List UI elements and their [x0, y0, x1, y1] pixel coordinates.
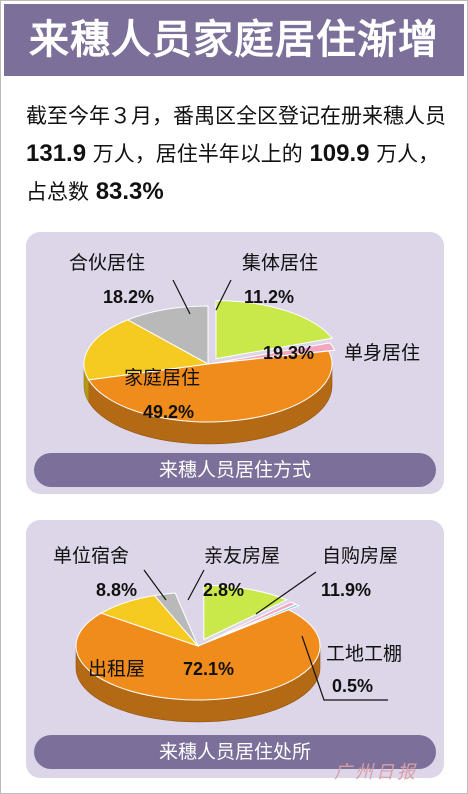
label-dorm: 单位宿舍: [53, 545, 129, 567]
value-own-house: 11.9%: [321, 580, 371, 600]
value-single-living: 19.3%: [263, 343, 314, 363]
label-worksite: 工地工棚: [326, 643, 402, 665]
chart-panel-residence: 单位宿舍 8.8% 亲友房屋 2.8% 自购房屋 11.9% 出租屋 72.1% 工地工棚 0.5…: [26, 520, 444, 778]
intro-text-1: 截至今年３月，番禺区全区登记在册来穗人员: [26, 104, 446, 128]
intro-percent-value: 83.3%: [96, 178, 164, 205]
value-dorm: 8.8%: [96, 580, 137, 600]
page-title: 来穗人员家庭居住渐增: [4, 4, 464, 76]
value-rental: 72.1%: [183, 659, 234, 679]
label-own-house: 自购房屋: [322, 545, 398, 567]
value-relative-house: 2.8%: [203, 580, 244, 600]
intro-halfyear-value: 109.9: [309, 140, 369, 167]
label-collective-living: 集体居住: [242, 252, 318, 274]
leader-relative-house: [188, 570, 204, 600]
value-family-living: 49.2%: [143, 402, 194, 422]
label-relative-house: 亲友房屋: [204, 545, 280, 567]
value-partner-living: 18.2%: [103, 287, 154, 307]
label-single-living: 单身居住: [344, 342, 420, 364]
intro-paragraph: 截至今年３月，番禺区全区登记在册来穗人员 131.9 万人，居住半年以上的 10…: [26, 98, 446, 211]
value-collective-living: 11.2%: [244, 287, 294, 307]
pie-chart-residence: 单位宿舍 8.8% 亲友房屋 2.8% 自购房屋 11.9% 出租屋 72.1% 工地工棚 0.5…: [26, 520, 444, 736]
chart-title-living-mode: 来穗人员居住方式: [34, 453, 436, 487]
intro-text-2: 万人，居住半年以上的: [93, 142, 303, 166]
chart-panel-living-mode: 合伙居住 18.2% 集体居住 11.2% 19.3% 单身居住家庭居住 49.2% 来穗人…: [26, 232, 444, 494]
intro-total-value: 131.9: [26, 140, 86, 167]
label-partner-living: 合伙居住: [69, 252, 145, 274]
value-worksite: 0.5%: [332, 676, 373, 696]
label-rental: 出租屋: [88, 658, 145, 680]
watermark-logo: 广州日报: [334, 758, 418, 784]
label-family-living: 家庭居住: [124, 367, 200, 389]
